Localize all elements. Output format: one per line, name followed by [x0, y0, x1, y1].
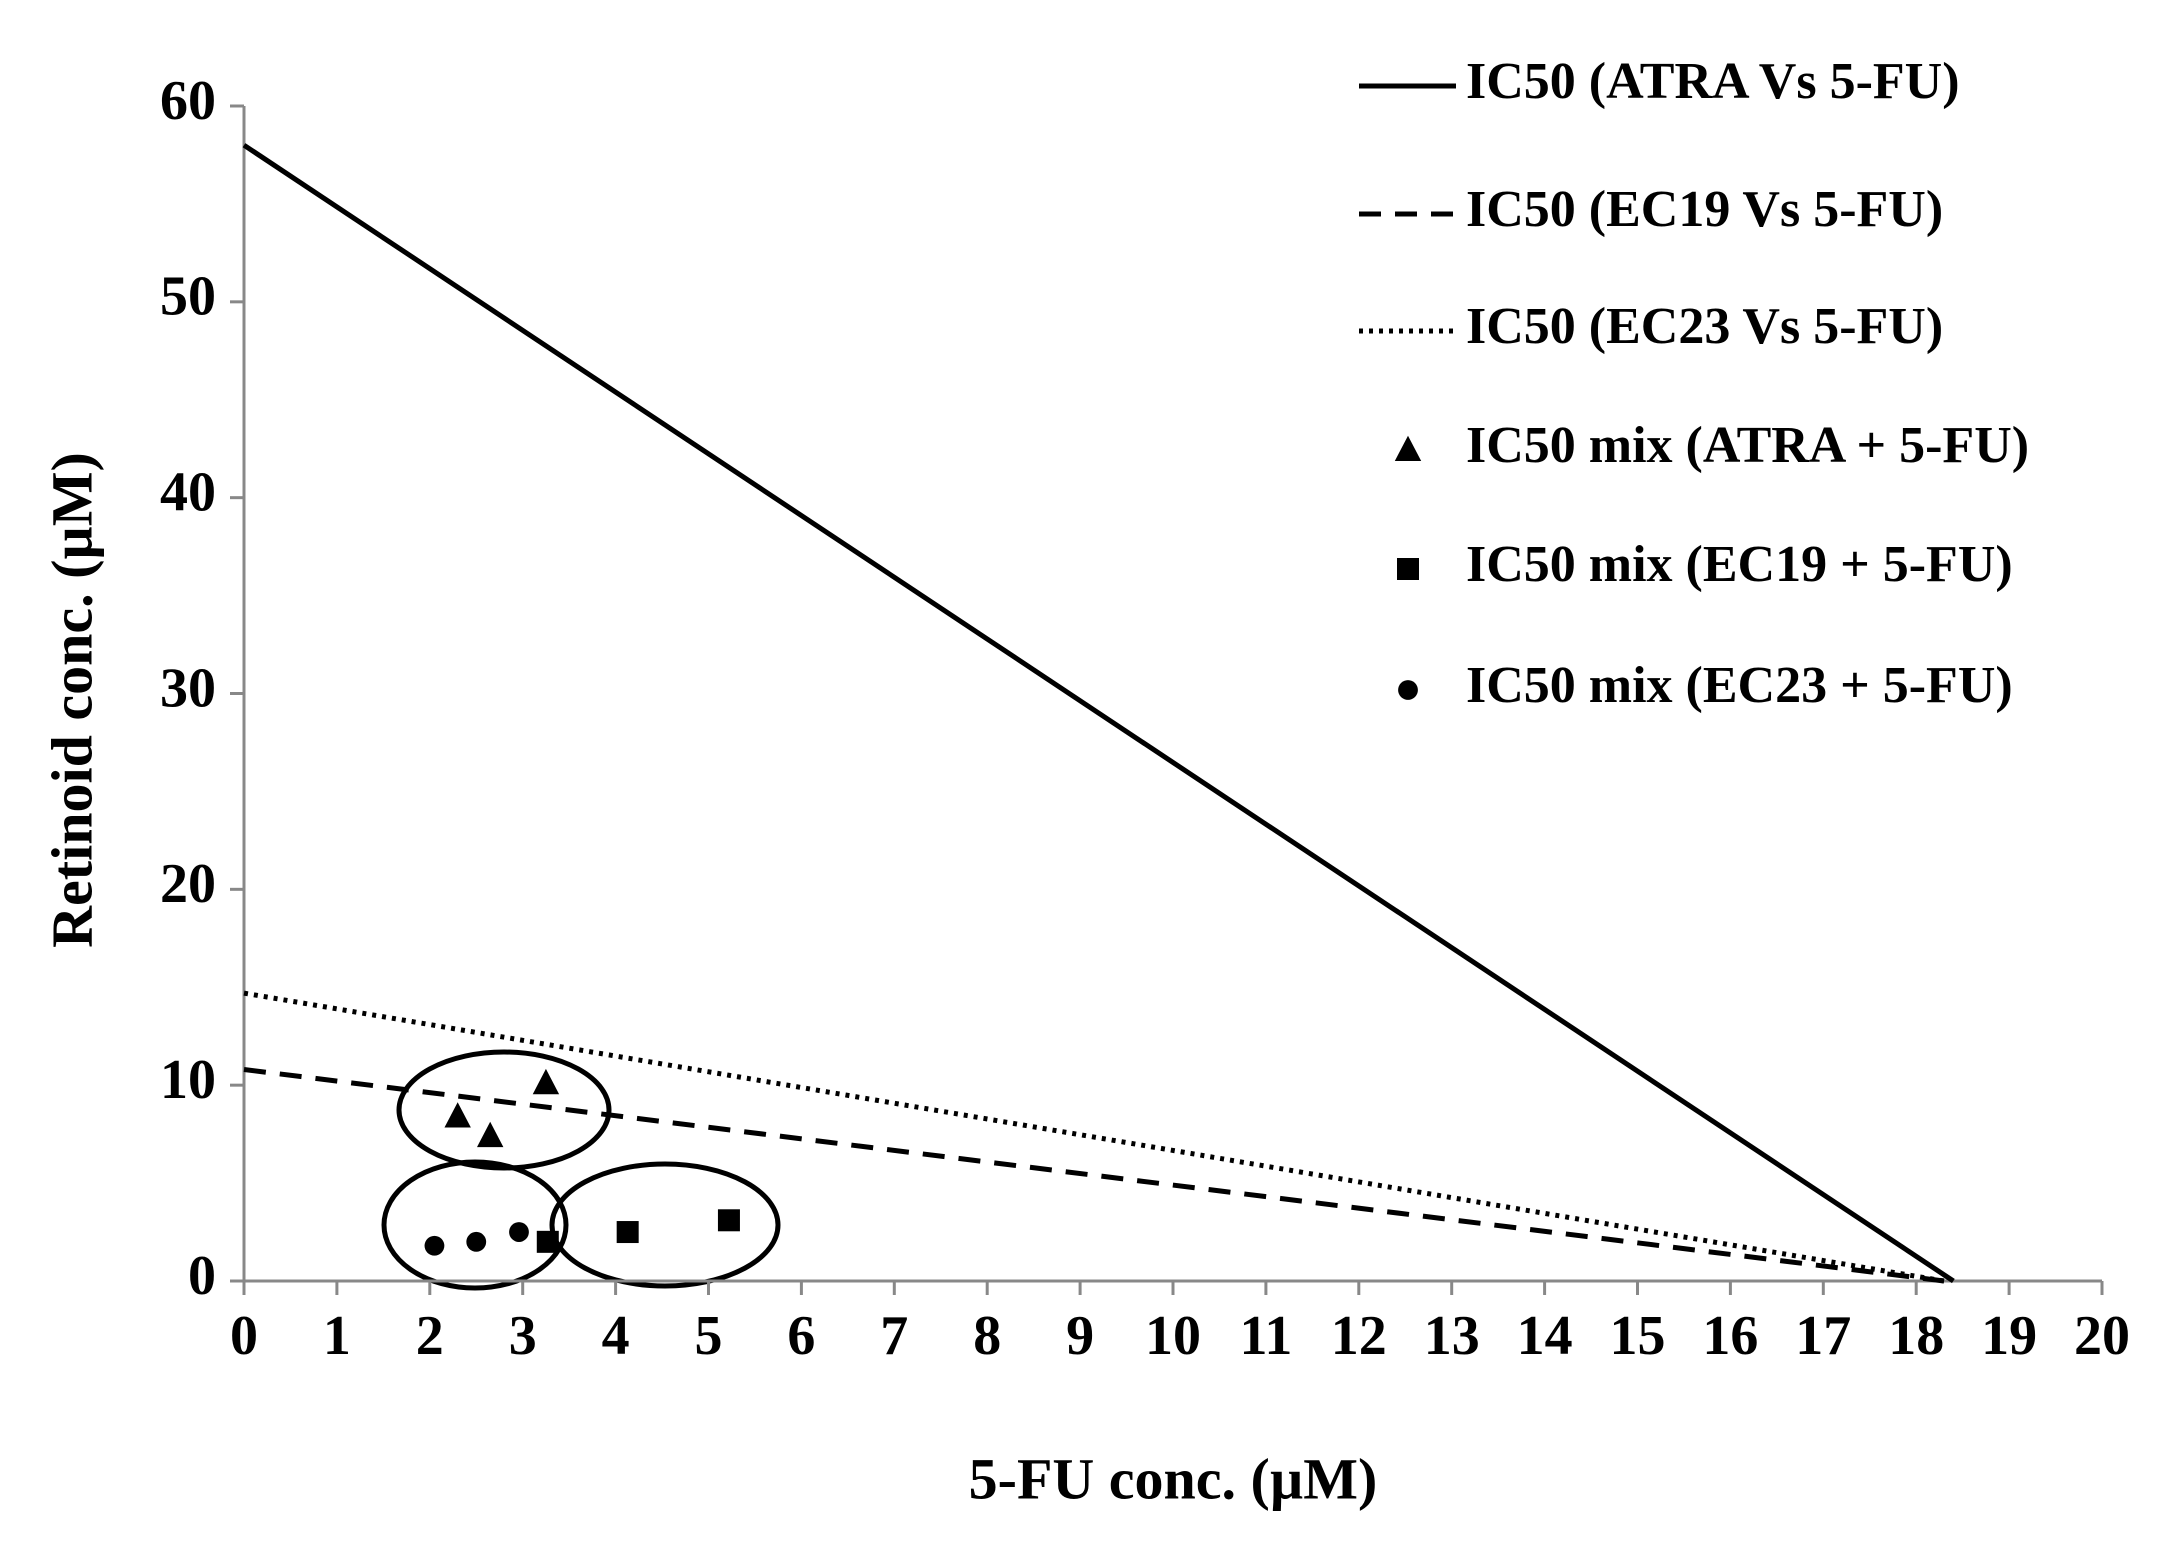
- annotation-ellipse: [549, 1161, 781, 1289]
- legend-label: IC50 (EC19 Vs 5-FU): [1466, 181, 1943, 238]
- x-tick-label: 19: [1981, 1305, 2037, 1367]
- legend-label: IC50 mix (EC23 + 5-FU): [1466, 657, 2013, 714]
- x-tick-label: 0: [230, 1305, 258, 1367]
- x-axis-title: 5-FU conc. (µM): [969, 1446, 1378, 1511]
- x-tick-label: 13: [1424, 1305, 1480, 1367]
- data-point: [717, 1209, 740, 1232]
- x-tick-label: 5: [695, 1305, 723, 1367]
- y-axis-title: Retinoid conc. (µM): [39, 452, 104, 948]
- data-point: [532, 1068, 560, 1095]
- series-line: [242, 143, 1955, 1284]
- y-tick-label: 60: [160, 70, 216, 132]
- series-line: [243, 990, 1945, 1284]
- x-tick-label: 17: [1795, 1305, 1851, 1367]
- legend-label: IC50 (ATRA Vs 5-FU): [1466, 53, 1960, 110]
- annotation-ellipses: [381, 1049, 781, 1291]
- data-point: [509, 1222, 529, 1242]
- x-tick-label: 18: [1888, 1305, 1944, 1367]
- data-point: [444, 1102, 471, 1128]
- x-tick-label: 20: [2074, 1305, 2130, 1367]
- x-tick-label: 12: [1331, 1305, 1387, 1367]
- legend-label: IC50 mix (ATRA + 5-FU): [1466, 417, 2029, 474]
- y-tick-label: 20: [160, 853, 216, 915]
- y-tick-label: 0: [188, 1245, 216, 1307]
- x-tick-label: 4: [602, 1305, 630, 1367]
- data-point: [616, 1221, 639, 1244]
- y-tick-label: 40: [160, 462, 216, 524]
- x-tick-label: 3: [509, 1305, 537, 1367]
- x-tick-label: 16: [1702, 1305, 1758, 1367]
- data-point: [476, 1121, 504, 1148]
- x-tick-label: 8: [973, 1305, 1001, 1367]
- data-point: [466, 1231, 487, 1252]
- data-point: [424, 1235, 445, 1256]
- x-tick-label: 10: [1145, 1305, 1201, 1367]
- x-tick-label: 6: [787, 1305, 815, 1367]
- y-tick-label: 50: [160, 266, 216, 328]
- y-tick-label: 10: [160, 1049, 216, 1111]
- x-tick-label: 15: [1610, 1305, 1666, 1367]
- x-tick-label: 7: [880, 1305, 908, 1367]
- legend-label: IC50 mix (EC19 + 5-FU): [1466, 536, 2013, 593]
- series-line: [243, 1067, 1945, 1284]
- legend-marker: [1397, 558, 1419, 580]
- legend-label: IC50 (EC23 Vs 5-FU): [1466, 298, 1943, 355]
- annotation-ellipse: [381, 1159, 569, 1291]
- annotation-ellipse: [396, 1049, 612, 1171]
- data-point: [536, 1230, 559, 1253]
- x-tick-label: 11: [1239, 1305, 1292, 1367]
- y-tick-label: 30: [160, 657, 216, 719]
- x-tick-label: 14: [1517, 1305, 1573, 1367]
- legend-marker: [1398, 680, 1418, 700]
- x-tick-label: 1: [323, 1305, 351, 1367]
- legend-marker: [1394, 435, 1422, 461]
- x-tick-label: 9: [1066, 1305, 1094, 1367]
- x-tick-label: 2: [416, 1305, 444, 1367]
